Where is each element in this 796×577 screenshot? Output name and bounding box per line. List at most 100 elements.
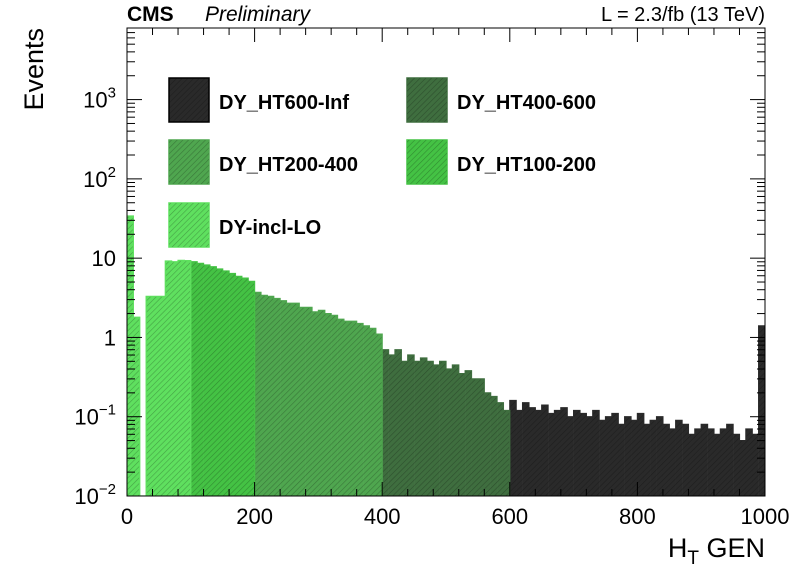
bar-hatch — [356, 323, 364, 496]
bar-hatch — [209, 266, 217, 496]
bar-hatch — [707, 429, 715, 496]
legend-swatch-hatch — [169, 78, 209, 122]
axes: 0 200 400 600 800 1000 10−2 10−1 1 10 102 103 — [74, 27, 789, 529]
bar-hatch — [318, 310, 326, 496]
bar-hatch — [733, 434, 740, 496]
y-tick-label: 1 — [104, 325, 116, 350]
bar-hatch — [184, 260, 192, 496]
bar-hatch — [439, 361, 447, 496]
bar-hatch — [522, 402, 530, 496]
lumi-label: L = 2.3/fb (13 TeV) — [601, 4, 765, 26]
bar-hatch — [369, 328, 377, 496]
x-axis-label-rest: GEN — [699, 533, 765, 563]
bar-hatch — [745, 429, 753, 496]
legend-swatch-hatch — [169, 140, 209, 184]
bar-hatch — [477, 378, 485, 496]
x-axis-label-sub: T — [687, 548, 699, 569]
bar-hatch — [203, 264, 211, 496]
bar-hatch — [503, 410, 511, 496]
legend-swatch-hatch — [407, 140, 447, 184]
bar-hatch — [420, 358, 428, 496]
bar-hatch — [688, 434, 696, 496]
legend-label: DY_HT600-Inf — [219, 92, 349, 114]
bar-hatch — [337, 319, 345, 496]
bar-hatch — [375, 334, 383, 496]
bar-hatch — [248, 281, 255, 496]
x-axis-label: HT GEN — [668, 533, 765, 569]
y-tick-label: 10 — [92, 246, 116, 271]
bar-hatch — [394, 349, 402, 496]
bar-hatch — [331, 315, 338, 496]
bar-hatch — [388, 355, 396, 496]
bar-hatch — [414, 361, 421, 496]
x-tick-label: 200 — [236, 504, 273, 529]
bar-hatch — [567, 416, 574, 496]
bar-hatch — [178, 260, 185, 496]
bar-hatch — [305, 307, 313, 496]
series-dy-incl-lo — [127, 215, 192, 496]
bar-hatch — [605, 416, 613, 496]
bar-hatch — [509, 400, 517, 496]
series-dy-ht600-inf — [509, 325, 765, 496]
bar-hatch — [292, 303, 300, 496]
bar-hatch — [662, 424, 670, 496]
series-dy-ht400-600 — [381, 349, 511, 496]
bar-hatch — [254, 292, 262, 496]
series-dy-ht100-200 — [190, 261, 256, 496]
x-tick-label: 600 — [491, 504, 528, 529]
bar-hatch — [650, 420, 657, 496]
bar-hatch — [216, 268, 223, 496]
bar-hatch — [548, 413, 555, 496]
plot-frame — [126, 27, 766, 497]
legend-swatch-hatch — [407, 78, 447, 122]
bars-layer — [127, 215, 765, 496]
bar-hatch — [694, 429, 702, 496]
bar-hatch — [490, 396, 498, 496]
bar-hatch — [299, 307, 306, 496]
x-axis-label-main: H — [668, 533, 688, 563]
series-outline — [190, 261, 256, 496]
bar-hatch — [573, 410, 581, 496]
bar-hatch — [643, 424, 651, 496]
bar-hatch — [758, 325, 765, 496]
legend-item-dy-ht600-inf: DY_HT600-Inf — [168, 77, 349, 123]
legend-label: DY_HT400-600 — [457, 92, 596, 114]
bar-hatch — [324, 313, 332, 496]
bar-hatch — [586, 416, 594, 496]
bar-hatch — [465, 370, 472, 496]
bar-hatch — [471, 378, 479, 496]
bar-hatch — [343, 321, 351, 496]
series-outline — [127, 215, 192, 496]
bar-hatch — [656, 416, 664, 496]
bar-hatch — [720, 429, 728, 496]
status-label: Preliminary — [205, 3, 312, 26]
bar-hatch — [554, 410, 562, 496]
legend-item-dy-ht100-200: DY_HT100-200 — [406, 139, 596, 185]
legend-label: DY_HT200-400 — [219, 154, 358, 176]
bar-hatch — [752, 434, 759, 496]
bar-hatch — [560, 407, 568, 496]
bar-hatch — [197, 263, 204, 496]
bar-hatch — [127, 216, 134, 496]
legend-swatch-hatch — [169, 203, 209, 247]
bar-hatch — [701, 424, 708, 496]
bar-hatch — [286, 303, 294, 496]
bar-hatch — [280, 300, 287, 496]
bar-hatch — [458, 373, 466, 496]
bar-hatch — [739, 440, 747, 496]
bar-hatch — [675, 420, 683, 496]
bar-hatch — [726, 424, 734, 496]
bar-hatch — [446, 368, 453, 496]
bar-hatch — [312, 311, 319, 496]
legend-item-dy-incl-lo: DY-incl-LO — [168, 202, 321, 248]
bar-hatch — [624, 416, 632, 496]
bar-hatch — [669, 429, 676, 496]
bar-hatch — [516, 410, 523, 496]
y-tick-label: 103 — [83, 85, 116, 113]
bar-hatch — [541, 405, 549, 496]
bar-hatch — [452, 364, 460, 496]
bar-hatch — [618, 424, 625, 496]
bar-hatch — [350, 321, 357, 496]
